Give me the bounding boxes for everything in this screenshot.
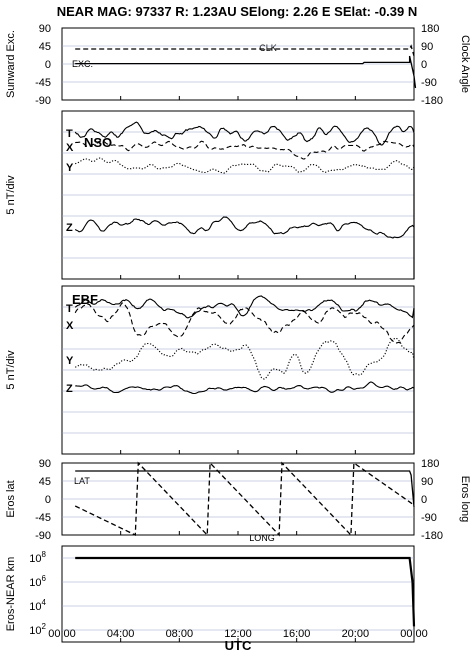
x-tick-label: 12:00 <box>224 628 252 640</box>
right-tick-label: 180 <box>421 23 439 35</box>
series-line-clk <box>75 44 415 57</box>
right-tick-label: 0 <box>421 59 427 71</box>
right-tick-label: 90 <box>421 476 433 488</box>
right-tick-label: -180 <box>421 530 443 542</box>
series-label-y: Y <box>66 162 74 174</box>
series-label-x: X <box>66 142 74 154</box>
clock-angle-label: Clock Angle <box>459 35 471 93</box>
eros-lat-label: Eros lat <box>5 480 17 517</box>
series-label-t: T <box>66 303 73 315</box>
x-tick-label: 00:00 <box>48 628 76 640</box>
distance-panel: Eros-NEAR km 108 106 104 102 <box>5 545 416 643</box>
nso-ylabel: 5 nT/div <box>5 175 17 215</box>
long-series-label: LONG <box>249 533 275 543</box>
angles-panel: Sunward Exc. Clock Angle EXC. CLK 90450-… <box>5 23 471 107</box>
log-tick-label: 102 <box>29 622 46 637</box>
series-label-z: Z <box>66 383 73 395</box>
left-tick-label: 0 <box>45 494 51 506</box>
left-tick-label: 45 <box>39 476 51 488</box>
series-line-lat <box>75 470 415 508</box>
series-line-long <box>74 461 415 537</box>
left-tick-label: 90 <box>39 458 51 470</box>
series-label-x: X <box>66 320 74 332</box>
log-tick-label: 108 <box>29 550 46 565</box>
x-tick-label: 04:00 <box>107 628 135 640</box>
right-tick-label: -90 <box>421 77 437 89</box>
figure-title: NEAR MAG: 97337 R: 1.23AU SElong: 2.26 E… <box>57 4 418 19</box>
right-tick-label: -90 <box>421 512 437 524</box>
left-tick-label: 0 <box>45 59 51 71</box>
eros-near-km-label: Eros-NEAR km <box>5 557 17 632</box>
series-line-exc <box>75 55 417 89</box>
log-tick-label: 104 <box>29 598 46 613</box>
right-tick-label: 90 <box>421 41 433 53</box>
series-line-x <box>74 302 415 344</box>
sunward-exc-label: Sunward Exc. <box>5 30 17 98</box>
x-tick-label: 16:00 <box>283 628 311 640</box>
x-axis-label: UTC <box>225 638 252 653</box>
series-line-y <box>74 337 415 380</box>
x-tick-label: 00:00 <box>400 628 428 640</box>
series-line-t <box>74 121 415 146</box>
distance-line <box>75 556 416 627</box>
right-tick-label: 180 <box>421 458 439 470</box>
eros-long-label: Eros long <box>459 476 471 522</box>
left-tick-label: -45 <box>35 512 51 524</box>
series-label-t: T <box>66 128 73 140</box>
x-tick-label: 20:00 <box>342 628 370 640</box>
log-tick-label: 106 <box>29 574 46 589</box>
series-label-y: Y <box>66 355 74 367</box>
left-tick-label: -90 <box>35 530 51 542</box>
clk-series-label: CLK <box>259 43 277 53</box>
left-tick-label: -90 <box>35 95 51 107</box>
left-tick-label: 90 <box>39 23 51 35</box>
ebf-ylabel: 5 nT/div <box>5 350 17 390</box>
right-tick-label: 0 <box>421 494 427 506</box>
series-label-z: Z <box>66 222 73 234</box>
series-line-t <box>74 295 415 319</box>
right-tick-label: -180 <box>421 95 443 107</box>
series-line-z <box>74 216 415 239</box>
eros-angles-panel: Eros lat Eros long LAT LONG 90450-45-901… <box>5 458 471 543</box>
series-line-z <box>75 381 415 395</box>
x-tick-label: 08:00 <box>166 628 194 640</box>
left-tick-label: -45 <box>35 77 51 89</box>
left-tick-label: 45 <box>39 41 51 53</box>
series-line-y <box>74 157 415 174</box>
series-line-x <box>75 140 415 160</box>
